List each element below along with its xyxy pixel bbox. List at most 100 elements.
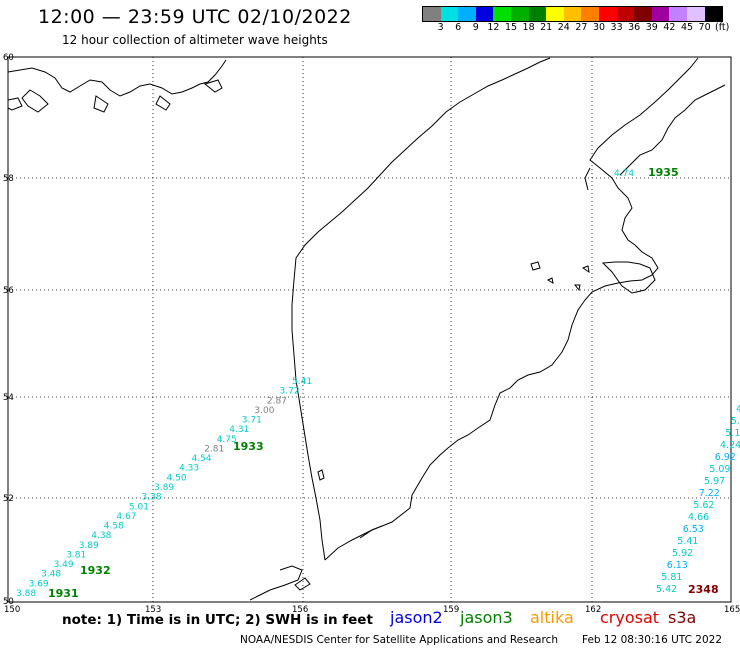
swh-value: 6.92 [715, 452, 736, 463]
colorbar-tick-label: 12 [487, 22, 500, 33]
colorbar-swatch [598, 7, 617, 21]
lon-label-156: 156 [292, 605, 308, 615]
swh-value: 4.31 [229, 425, 249, 435]
swh-value: 4.33 [179, 464, 199, 474]
colorbar-swatch [651, 7, 670, 21]
lat-label-60: 60 [3, 53, 14, 63]
swh-value: 5.92 [672, 548, 693, 559]
colorbar-swatch [528, 7, 547, 21]
pass-time-label: 2348 [688, 583, 719, 596]
colorbar-tick-label: 39 [645, 22, 658, 33]
swh-value: 4.74 [614, 169, 634, 179]
colorbar-swatch [493, 7, 511, 21]
swh-value: 5.62 [693, 500, 714, 511]
graticule [8, 57, 731, 602]
swh-value: 3.72 [280, 387, 300, 397]
swh-value: 5.1 [725, 428, 740, 439]
credit-line: NOAA/NESDIS Center for Satellite Applica… [240, 634, 558, 646]
map-title: 12:00 — 23:59 UTC 02/10/2022 [38, 6, 352, 28]
colorbar-tick-label: 33 [610, 22, 623, 33]
colorbar-tick-label: 36 [628, 22, 641, 33]
colorbar-swatch [616, 7, 635, 21]
swh-value: 7.22 [699, 488, 720, 499]
colorbar-tick-label: (ft) [715, 22, 730, 33]
swh-value: 5.2 [731, 416, 740, 427]
swh-value: 2.87 [267, 396, 287, 406]
swh-value: 3.38 [142, 493, 162, 503]
swh-value: 5.42 [656, 584, 677, 595]
swh-value: 3.89 [154, 483, 174, 493]
swh-value: 3.00 [254, 406, 274, 416]
lon-label-165: 165 [724, 605, 740, 615]
legend-item-altika: altika [530, 608, 574, 627]
colorbar-swatch [458, 7, 476, 21]
swh-value: 3.49 [54, 560, 74, 570]
swh-value: 6.13 [667, 560, 688, 571]
colorbar-tick-label: 27 [575, 22, 588, 33]
colorbar-tick-label: 9 [472, 22, 479, 33]
footer-note: note: 1) Time is in UTC; 2) SWH is in fe… [62, 612, 373, 628]
lon-label-153: 153 [145, 605, 161, 615]
lat-label-58: 58 [3, 174, 14, 184]
pass-time-label: 1932 [80, 564, 111, 577]
colorbar-tick-label: 24 [557, 22, 570, 33]
swh-value: 3.88 [16, 589, 36, 599]
swh-value: 4.2 [736, 404, 740, 415]
colorbar-tick-label: 6 [455, 22, 462, 33]
lon-label-150: 150 [4, 605, 20, 615]
wave-height-colorbar [422, 6, 724, 22]
colorbar-tick-label: 70 [698, 22, 711, 33]
legend-item-jason2: jason2 [390, 608, 443, 627]
swh-value: 5.01 [129, 502, 149, 512]
colorbar-swatch [546, 7, 564, 21]
swh-observations: 4.743.883.693.483.493.813.894.384.584.67… [16, 169, 740, 599]
swh-value: 3.89 [79, 541, 99, 551]
pass-time-label: 1933 [233, 440, 264, 453]
map-frame [7, 56, 732, 603]
map-subtitle: 12 hour collection of altimeter wave hei… [62, 33, 328, 47]
swh-value: 6.53 [683, 524, 704, 535]
pass-time-label: 1935 [648, 166, 679, 179]
swh-value: 3.69 [29, 579, 49, 589]
lat-label-50: 50 [3, 597, 14, 607]
swh-value: 5.81 [661, 572, 682, 583]
colorbar-tick-label: 42 [663, 22, 676, 33]
swh-value: 4.50 [167, 473, 187, 483]
pass-time-label: 1931 [48, 587, 79, 600]
swh-value: 2.81 [204, 445, 224, 455]
colorbar-swatch [563, 7, 582, 21]
colorbar-tick-label: 21 [540, 22, 553, 33]
swh-value: 4.24 [720, 440, 740, 451]
swh-value: 5.41 [292, 377, 312, 387]
legend-item-s3a: s3a [668, 608, 697, 627]
swh-value: 4.54 [192, 454, 212, 464]
legend-item-cryosat: cryosat [600, 608, 660, 627]
swh-value: 3.71 [242, 416, 262, 426]
lat-label-54: 54 [3, 393, 14, 403]
colorbar-tick-label: 30 [592, 22, 606, 33]
colorbar-tick-label: 3 [437, 22, 444, 33]
colorbar-swatch [581, 7, 599, 21]
lat-label-52: 52 [3, 494, 14, 504]
colorbar-swatch [669, 7, 687, 21]
colorbar-tick-label: 45 [680, 22, 694, 33]
swh-value: 3.48 [41, 570, 61, 580]
swh-value: 4.75 [217, 435, 237, 445]
lon-label-162: 162 [585, 605, 601, 615]
swh-value: 4.58 [104, 522, 124, 532]
swh-value: 5.41 [677, 536, 698, 547]
swh-value: 4.38 [91, 531, 111, 541]
colorbar-tick-label: 18 [522, 22, 535, 33]
lon-label-159: 159 [443, 605, 459, 615]
colorbar-swatch [634, 7, 652, 21]
swh-value: 5.97 [704, 476, 725, 487]
axis-labels: 150 153 156 159 162 165 60 58 56 54 52 5… [3, 53, 740, 615]
swh-value: 5.09 [709, 464, 730, 475]
colorbar-tick-label: 15 [504, 22, 518, 33]
colorbar-swatch [704, 7, 723, 21]
colorbar-swatch [423, 7, 441, 21]
colorbar-swatch [510, 7, 529, 21]
swh-value: 3.81 [66, 551, 86, 561]
